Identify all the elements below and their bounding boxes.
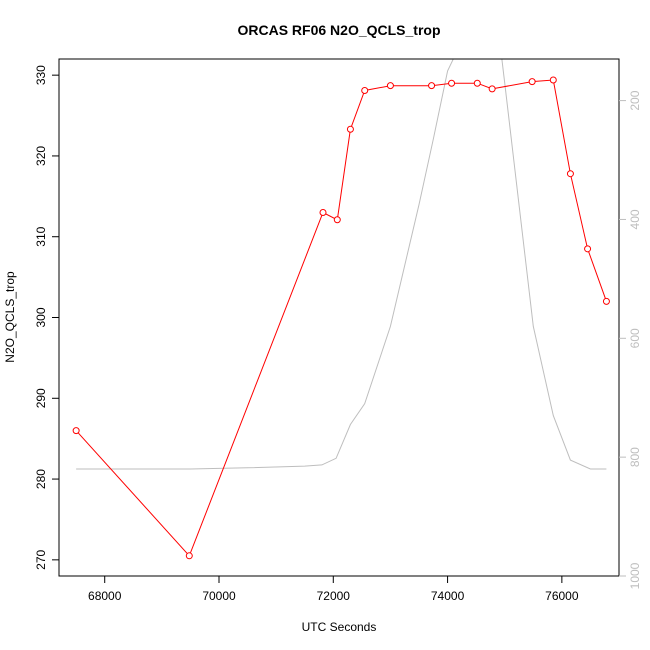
data-point (488, 85, 496, 93)
y-tick-label: 300 (34, 307, 48, 327)
plot-frame (58, 58, 620, 577)
y-tick-label: 320 (34, 146, 48, 166)
data-point (528, 78, 536, 86)
y2-tick-label: 800 (628, 447, 642, 467)
x-tick-label: 72000 (317, 589, 351, 603)
y-axis-label: N2O_QCLS_trop (3, 271, 17, 363)
data-point (602, 297, 610, 305)
data-point (428, 82, 436, 90)
data-point (185, 552, 193, 560)
y-tick-label: 280 (34, 469, 48, 489)
y2-tick-label: 400 (628, 209, 642, 229)
x-tick-label: 68000 (88, 589, 122, 603)
n2o-series-line (75, 79, 607, 557)
data-point (566, 170, 574, 178)
y-tick-label: 270 (34, 550, 48, 570)
y2-tick-label: 600 (628, 328, 642, 348)
data-point (72, 427, 80, 435)
data-point (549, 76, 557, 84)
data-point (584, 245, 592, 253)
x-axis-label: UTC Seconds (302, 620, 377, 634)
y2-tick-label: 200 (628, 90, 642, 110)
y-tick-label: 330 (34, 65, 48, 85)
chart-title: ORCAS RF06 N2O_QCLS_trop (237, 22, 440, 38)
x-tick-label: 74000 (431, 589, 465, 603)
data-point (473, 79, 481, 87)
data-point (361, 87, 369, 95)
x-tick-label: 76000 (545, 589, 579, 603)
data-point (448, 79, 456, 87)
plot-area (72, 59, 610, 560)
data-point (333, 216, 341, 224)
y2-tick-label: 1000 (628, 562, 642, 589)
data-point (346, 125, 354, 133)
data-point (386, 82, 394, 90)
y-tick-label: 290 (34, 388, 48, 408)
secondary-series-line (76, 59, 607, 470)
y-tick-label: 310 (34, 226, 48, 246)
data-point (319, 208, 327, 216)
x-tick-label: 70000 (202, 589, 236, 603)
